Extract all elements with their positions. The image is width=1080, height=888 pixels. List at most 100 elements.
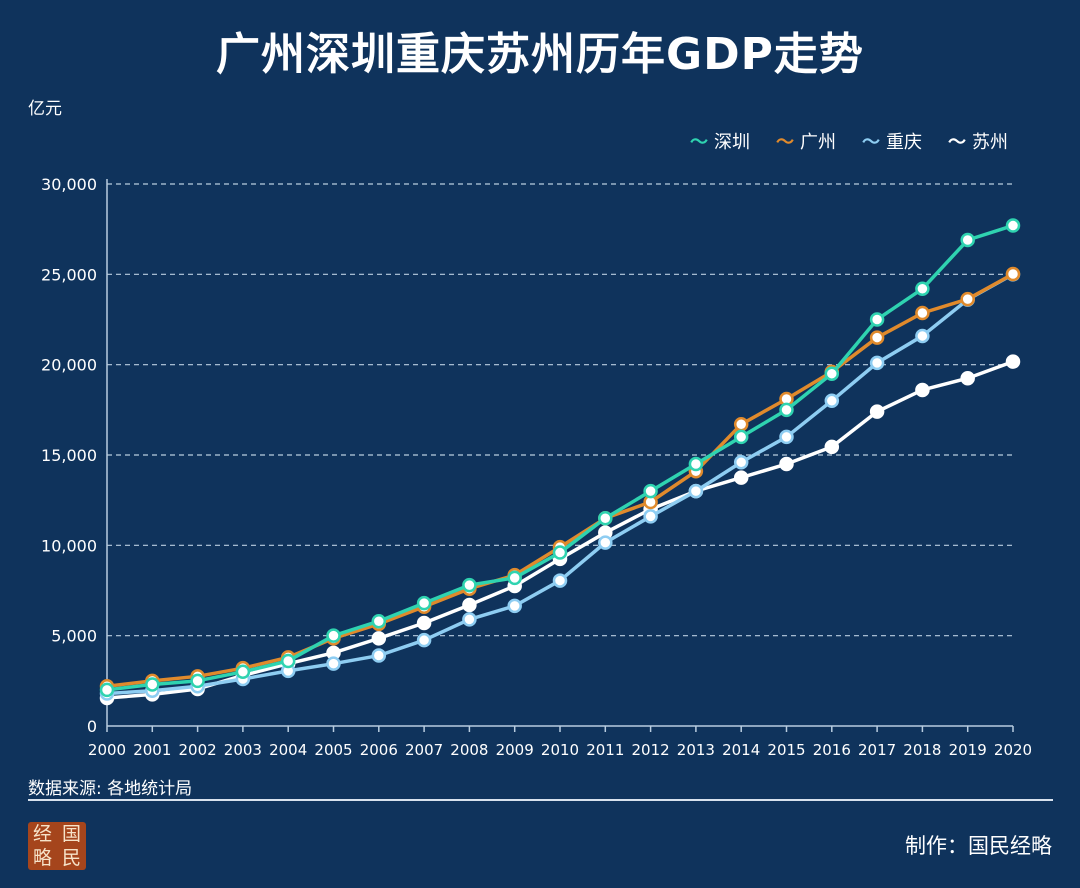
data-point [869,330,885,345]
x-tick-label: 2012 [632,741,670,759]
legend-item[interactable]: 〜重庆 [862,128,922,154]
data-point [824,439,840,455]
wave-icon: 〜 [862,132,880,153]
legend-item[interactable]: 〜广州 [776,128,836,154]
data-point [371,613,387,629]
data-point [552,573,568,588]
x-tick-label: 2020 [994,741,1032,759]
data-point [869,312,885,327]
data-point [824,393,840,409]
data-point [869,404,885,419]
x-tick-label: 2005 [314,741,352,759]
data-point [326,656,341,671]
data-point [688,483,704,499]
data-point [1005,354,1021,369]
data-point [416,632,432,648]
data-point [779,402,794,418]
divider [28,799,1053,801]
x-tick-label: 2019 [949,741,987,759]
x-tick-label: 2002 [179,741,217,759]
data-point [190,673,205,689]
data-point [462,577,477,593]
data-point [326,628,341,643]
data-point [598,510,613,526]
data-point [869,355,885,371]
logo-char: 国 [61,823,81,845]
data-point [507,570,522,586]
legend-label: 深圳 [714,132,750,153]
x-tick-label: 2010 [541,741,579,759]
logo-char: 略 [32,847,52,869]
x-tick-label: 2015 [767,741,805,759]
data-point [824,366,840,381]
data-point [733,429,749,445]
y-axis-unit: 亿元 [28,99,62,119]
data-point [280,653,296,669]
series-line-深圳 [106,223,1014,692]
data-point [960,232,975,248]
x-tick-label: 2001 [133,741,171,759]
logo-char: 经 [32,823,52,845]
data-point [643,509,658,524]
data-point [235,664,251,680]
data-point [733,454,749,470]
data-point [733,417,749,432]
x-tick-label: 2013 [677,741,715,759]
y-tick-label: 5,000 [51,627,97,646]
x-tick-label: 2007 [405,741,443,759]
data-point [1005,218,1021,233]
y-tick-label: 10,000 [41,536,97,555]
data-point [99,682,115,698]
x-tick-label: 2018 [903,741,941,759]
y-tick-label: 0 [87,717,97,736]
y-tick-label: 30,000 [41,175,97,194]
data-point [960,370,975,386]
x-tick-label: 2006 [360,741,398,759]
data-point [507,598,522,614]
data-point [915,328,930,344]
wave-icon: 〜 [690,132,708,153]
data-point [960,291,975,307]
wave-icon: 〜 [948,132,966,153]
data-point [915,305,930,321]
data-point [733,470,749,485]
y-tick-label: 15,000 [41,446,97,465]
legend-item[interactable]: 〜深圳 [690,128,750,154]
data-point [915,382,930,398]
legend-label: 重庆 [886,132,922,153]
data-point [779,456,794,472]
x-tick-label: 2009 [496,741,534,759]
data-source: 数据来源: 各地统计局 [28,779,193,799]
data-point [145,677,160,692]
y-tick-label: 25,000 [41,265,97,284]
data-point [915,281,930,297]
maker-credit: 制作：国民经略 [905,834,1052,858]
y-tick-label: 20,000 [41,356,97,375]
data-point [416,615,432,631]
logo: 经 国 略 民 [28,822,86,870]
legend: 〜深圳〜广州〜重庆〜苏州 [690,128,1008,154]
x-tick-label: 2017 [858,741,896,759]
data-point [779,429,794,445]
x-tick-label: 2000 [88,741,126,759]
x-tick-label: 2004 [269,741,307,759]
data-point [462,612,477,627]
wave-icon: 〜 [776,132,794,153]
x-tick-label: 2014 [722,741,760,759]
logo-char: 民 [61,847,81,869]
data-point [688,456,704,472]
x-tick-label: 2011 [586,741,624,759]
data-point [1005,266,1021,282]
data-point [462,597,477,613]
legend-item[interactable]: 〜苏州 [948,128,1008,154]
legend-label: 苏州 [972,132,1008,153]
data-point [552,545,568,560]
data-point [598,535,613,550]
legend-label: 广州 [800,132,836,153]
chart-title: 广州深圳重庆苏州历年GDP走势 [216,29,864,80]
x-tick-label: 2008 [450,741,488,759]
data-point [416,595,432,611]
data-point [371,631,387,646]
x-tick-label: 2003 [224,741,262,759]
